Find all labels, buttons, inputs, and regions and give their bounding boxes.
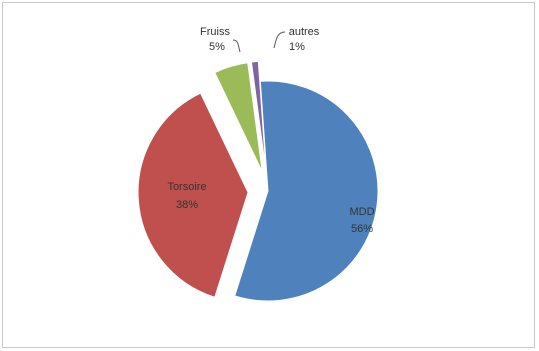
slice-label-pct-mdd: 56% [351,223,373,235]
slice-label-name-autres: autres [289,26,320,38]
slice-label-name-mdd: MDD [349,206,374,218]
leader-line-fruiss [232,39,241,53]
slice-label-pct-fruiss: 5% [209,41,225,53]
leader-lines [232,31,286,53]
slice-label-name-torsoire: Torsoire [167,181,206,193]
pie-slice-mdd [234,80,379,302]
leader-line-autres [273,31,286,49]
pie-slice-fruiss [214,62,263,173]
pie-slices [137,60,379,302]
slice-label-pct-torsoire: 38% [176,199,198,211]
slice-label-name-fruiss: Fruiss [200,26,230,38]
pie-slice-torsoire [137,92,249,298]
slice-label-pct-autres: 1% [289,41,305,53]
pie-slice-autres [250,60,267,172]
